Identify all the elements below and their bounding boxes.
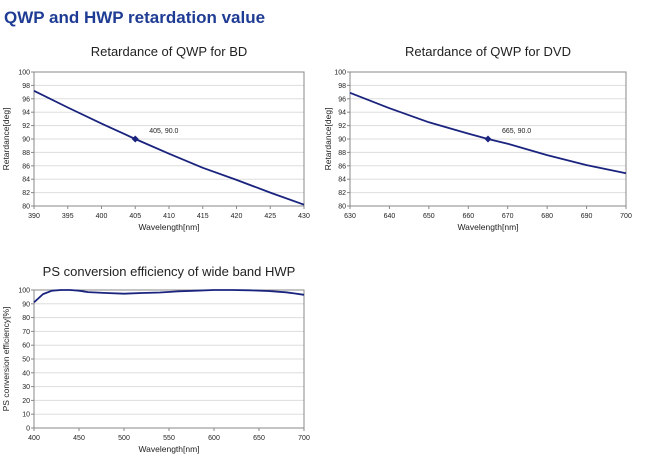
data-point-marker	[484, 135, 492, 143]
series-line	[349, 91, 627, 175]
y-tick-label: 0	[26, 426, 30, 433]
x-tick-label: 660	[462, 213, 474, 220]
y-tick-label: 92	[22, 123, 30, 130]
y-tick-label: 10	[22, 412, 30, 419]
x-tick-label: 410	[163, 213, 175, 220]
y-tick-label: 30	[22, 384, 30, 391]
y-tick-label: 86	[338, 163, 346, 170]
y-tick-label: 92	[338, 123, 346, 130]
y-axis-label: Retardance[deg]	[1, 108, 11, 171]
x-tick-label: 405	[129, 213, 141, 220]
y-axis-label: PS conversion efficiency[%]	[1, 307, 11, 412]
y-tick-label: 94	[338, 110, 346, 117]
x-tick-label: 550	[163, 435, 175, 442]
y-tick-label: 60	[22, 343, 30, 350]
y-tick-label: 100	[18, 70, 30, 77]
y-tick-label: 80	[22, 204, 30, 211]
x-tick-label: 700	[620, 213, 632, 220]
data-point-marker	[131, 135, 139, 143]
series-line	[33, 89, 305, 206]
x-tick-label: 450	[73, 435, 85, 442]
x-tick-label: 395	[62, 213, 74, 220]
y-tick-label: 94	[22, 110, 30, 117]
y-tick-label: 96	[338, 96, 346, 103]
x-tick-label: 420	[231, 213, 243, 220]
x-tick-label: 650	[253, 435, 265, 442]
y-tick-label: 80	[338, 204, 346, 211]
plot-frame	[349, 71, 627, 207]
y-tick-label: 96	[22, 96, 30, 103]
x-tick-label: 630	[344, 213, 356, 220]
y-tick-label: 86	[22, 163, 30, 170]
x-axis-label: Wavelength[nm]	[138, 444, 199, 454]
x-tick-label: 640	[384, 213, 396, 220]
x-axis-label: Wavelength[nm]	[457, 222, 518, 232]
y-tick-label: 40	[22, 370, 30, 377]
chart-title: Retardance of QWP for DVD	[405, 44, 571, 59]
chart-bd-svg: Retardance of QWP for BD 80 82 84 86 88 90 92 94…	[1, 44, 310, 232]
chart-title: PS conversion efficiency of wide band HW…	[43, 264, 296, 279]
x-tick-label: 680	[541, 213, 553, 220]
y-tick-label: 90	[22, 137, 30, 144]
y-tick-label: 90	[22, 301, 30, 308]
y-tick-label: 82	[338, 190, 346, 197]
chart-dvd-svg: Retardance of QWP for DVD 80 82 84 86 88 90 92 9…	[323, 44, 632, 232]
y-tick-label: 84	[22, 177, 30, 184]
x-axis-label: Wavelength[nm]	[138, 222, 199, 232]
chart-bd: Retardance of QWP for BD 80 82 84 86 88 90 92 94…	[0, 40, 320, 245]
y-tick-label: 80	[22, 315, 30, 322]
x-tick-label: 390	[28, 213, 40, 220]
x-tick-label: 690	[581, 213, 593, 220]
x-tick-label: 500	[118, 435, 130, 442]
page-title: QWP and HWP retardation value	[4, 8, 266, 27]
series-line	[33, 289, 305, 304]
y-tick-label: 70	[22, 329, 30, 336]
x-tick-label: 600	[208, 435, 220, 442]
x-tick-label: 400	[96, 213, 108, 220]
y-tick-label: 98	[338, 83, 346, 90]
y-axis-label: Retardance[deg]	[323, 108, 333, 171]
data-point-label: 405, 90.0	[149, 128, 178, 135]
y-tick-label: 82	[22, 190, 30, 197]
x-tick-label: 700	[298, 435, 310, 442]
y-tick-label: 100	[334, 70, 346, 77]
chart-hwp-svg: PS conversion efficiency of wide band HW…	[1, 264, 310, 454]
y-tick-label: 20	[22, 398, 30, 405]
chart-dvd: Retardance of QWP for DVD 80 82 84 86 88 90 92 9…	[322, 40, 642, 245]
chart-hwp: PS conversion efficiency of wide band HW…	[0, 262, 320, 467]
y-tick-label: 50	[22, 357, 30, 364]
x-tick-label: 670	[502, 213, 514, 220]
y-tick-label: 84	[338, 177, 346, 184]
x-tick-label: 425	[264, 213, 276, 220]
x-tick-label: 400	[28, 435, 40, 442]
y-tick-label: 90	[338, 137, 346, 144]
y-tick-label: 88	[338, 150, 346, 157]
x-tick-label: 430	[298, 213, 310, 220]
y-tick-label: 88	[22, 150, 30, 157]
y-tick-label: 98	[22, 83, 30, 90]
data-point-label: 665, 90.0	[502, 128, 531, 135]
y-tick-label: 100	[18, 288, 30, 295]
x-tick-label: 415	[197, 213, 209, 220]
x-tick-label: 650	[423, 213, 435, 220]
chart-title: Retardance of QWP for BD	[91, 44, 248, 59]
